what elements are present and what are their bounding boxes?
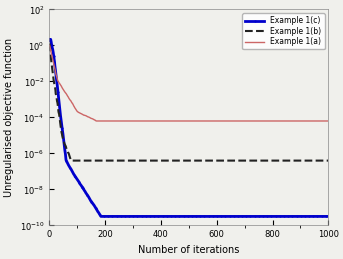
Example 1(a) (161, 119, 165, 123)
Example 1(c) (265, 215, 270, 218)
Example 1(c) (99, 215, 103, 218)
Example 1(a) (270, 119, 274, 123)
Example 1(b) (239, 159, 243, 162)
Example 1(b) (161, 159, 165, 162)
Example 1(a) (239, 119, 243, 123)
Example 1(b) (326, 159, 330, 162)
Example 1(c) (49, 38, 53, 41)
Example 1(c) (171, 215, 175, 218)
Example 1(c) (161, 215, 165, 218)
Example 1(b) (76, 159, 80, 162)
Example 1(a) (326, 119, 330, 123)
X-axis label: Number of iterations: Number of iterations (138, 245, 239, 255)
Legend: Example 1(c), Example 1(b), Example 1(a): Example 1(c), Example 1(b), Example 1(a) (242, 13, 324, 49)
Example 1(c) (76, 179, 80, 183)
Line: Example 1(c): Example 1(c) (49, 39, 329, 217)
Example 1(a) (47, 44, 51, 47)
Example 1(b) (47, 42, 51, 45)
Example 1(b) (270, 159, 274, 162)
Example 1(c) (47, 39, 51, 42)
Example 1(b) (170, 159, 175, 162)
Y-axis label: Unregularised objective function: Unregularised objective function (4, 38, 14, 197)
Example 1(c) (271, 215, 275, 218)
Example 1(b) (69, 159, 73, 162)
Example 1(c) (239, 215, 244, 218)
Example 1(a) (170, 119, 175, 123)
Example 1(b) (265, 159, 269, 162)
Line: Example 1(a): Example 1(a) (49, 45, 328, 121)
Example 1(c) (326, 215, 330, 218)
Line: Example 1(b): Example 1(b) (49, 44, 328, 161)
Example 1(a) (76, 111, 80, 114)
Example 1(a) (94, 119, 98, 123)
Example 1(a) (265, 119, 269, 123)
